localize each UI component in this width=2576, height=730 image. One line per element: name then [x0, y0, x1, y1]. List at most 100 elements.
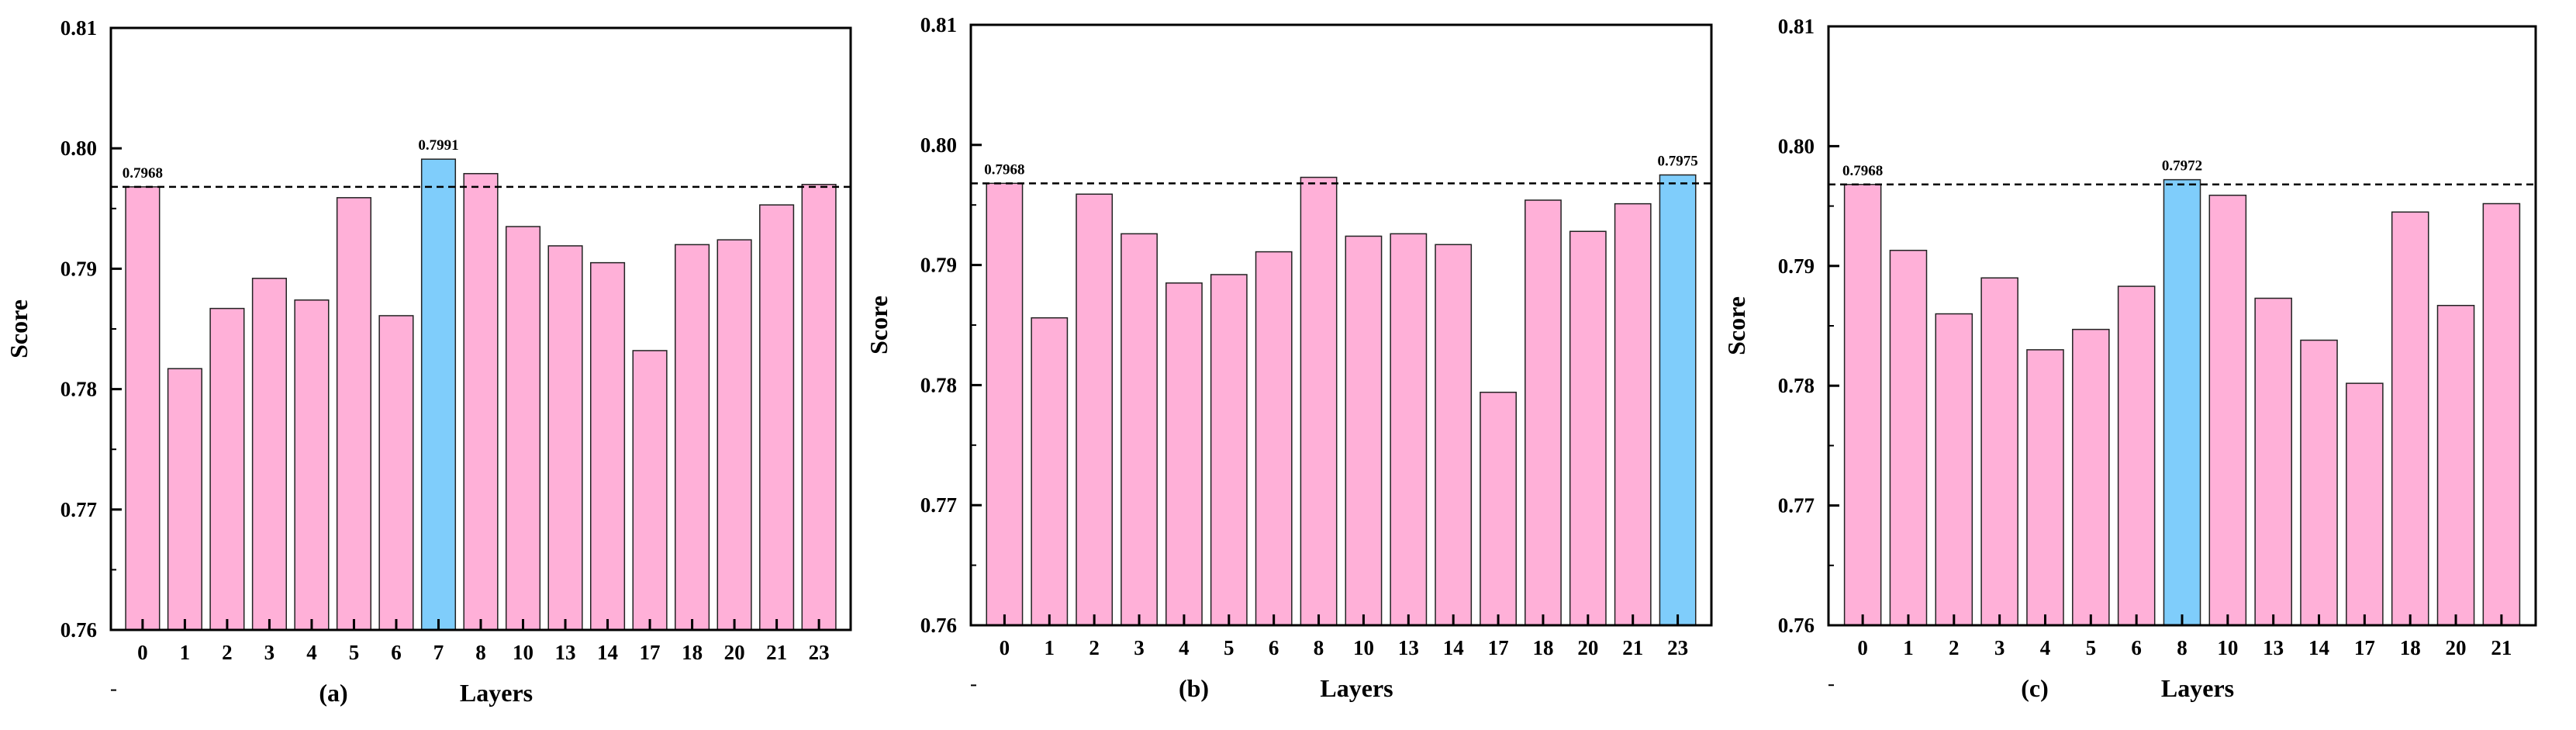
x-tick-label: 0	[1857, 636, 1868, 659]
y-tick-label: 0.78	[60, 378, 97, 401]
x-tick-label: 4	[2040, 636, 2051, 659]
bar	[1569, 230, 1607, 626]
bar	[1614, 202, 1652, 626]
bar	[1300, 176, 1338, 626]
x-tick-label: 4	[1179, 636, 1190, 659]
data-label: 0.7975	[1657, 154, 1697, 170]
bar	[1889, 249, 1928, 626]
y-tick-label: 0.79	[920, 254, 957, 277]
x-tick-label: 14	[1443, 636, 1464, 659]
bar	[675, 244, 710, 631]
x-tick-label: 13	[555, 641, 576, 664]
bar	[125, 186, 161, 631]
x-axis-title: Layers	[460, 679, 533, 707]
bar	[1165, 282, 1203, 626]
data-label: 0.7968	[984, 161, 1024, 178]
bar	[1076, 193, 1114, 626]
bar	[1843, 184, 1882, 626]
bar	[251, 278, 287, 631]
x-tick-label: 21	[2491, 636, 2512, 659]
x-axis-title: Layers	[2161, 674, 2234, 702]
x-axis-title: Layers	[1320, 674, 1393, 702]
bar	[1390, 233, 1428, 626]
y-tick-label: 0.81	[60, 16, 97, 40]
data-label: 0.7991	[418, 137, 458, 154]
x-tick-label: 6	[2131, 636, 2142, 659]
x-tick-label: 6	[1269, 636, 1279, 659]
x-tick-label: 18	[682, 641, 703, 664]
x-tick-label: 1	[1045, 636, 1055, 659]
bar	[1480, 391, 1517, 626]
data-label: 0.7972	[2162, 158, 2202, 175]
bar	[986, 182, 1024, 626]
bar	[2208, 194, 2247, 626]
bar	[336, 197, 372, 631]
x-tick-label: 21	[1622, 636, 1643, 659]
bar	[209, 307, 245, 631]
bar	[1255, 251, 1293, 626]
x-tick-label: 4	[306, 641, 317, 664]
x-tick-label: 20	[2446, 636, 2467, 659]
x-tick-label: 7	[433, 641, 444, 664]
x-tick-label: 18	[2400, 636, 2421, 659]
bar	[2026, 349, 2064, 626]
bar-highlight	[2163, 178, 2201, 626]
y-tick-label: 0.77	[60, 498, 97, 521]
x-tick-label: 3	[264, 641, 275, 664]
y-tick-label: 0.80	[60, 137, 97, 160]
bar	[2254, 297, 2292, 626]
bar	[378, 315, 414, 631]
x-tick-label: 8	[1314, 636, 1324, 659]
x-tick-label: 10	[2217, 636, 2238, 659]
y-tick-label: 0.78	[1778, 374, 1815, 397]
bar	[2072, 328, 2110, 626]
x-tick-label: 5	[349, 641, 360, 664]
x-tick-label: 2	[222, 641, 233, 664]
bar	[2391, 211, 2429, 626]
chart-panel-3: 0.7968 0.7972 0.76 0.77 0.78 0.79 0.80 0.81 0 1 2 3…	[1722, 15, 2537, 702]
y-tick-label: 0.81	[920, 13, 957, 36]
bar	[1980, 277, 2018, 626]
y-tick-label: 0.79	[1778, 254, 1815, 278]
data-label: 0.7968	[123, 165, 163, 182]
x-tick-label: 0	[1000, 636, 1010, 659]
x-tick-label: 21	[766, 641, 787, 664]
y-tick-label: 0.77	[1778, 494, 1815, 517]
bar	[505, 226, 541, 631]
x-tick-label: 2	[1949, 636, 1960, 659]
bar	[2346, 382, 2384, 626]
bar	[1031, 317, 1069, 626]
x-tick-label: 10	[1353, 636, 1374, 659]
panel-label: (c)	[2021, 674, 2049, 702]
x-tick-label: 10	[513, 641, 534, 664]
bar	[2117, 285, 2156, 626]
x-tick-label: 13	[1398, 636, 1419, 659]
x-tick-label: 14	[597, 641, 618, 664]
x-tick-label: 17	[1488, 636, 1509, 659]
x-tick-label: 5	[1224, 636, 1234, 659]
bar	[759, 204, 795, 631]
y-tick-label: 0.79	[60, 257, 97, 280]
bar	[1525, 199, 1562, 626]
bar	[2436, 305, 2475, 626]
panel-label: (a)	[319, 679, 347, 707]
x-tick-label: 18	[1532, 636, 1553, 659]
x-tick-label: 1	[180, 641, 191, 664]
bar	[2482, 202, 2521, 626]
x-tick-label: 0	[137, 641, 148, 664]
y-tick-label: 0.80	[1778, 134, 1815, 157]
bar	[463, 173, 499, 631]
data-label: 0.7968	[1842, 163, 1883, 179]
bar	[589, 261, 626, 631]
bar-highlight	[420, 158, 457, 631]
y-tick-label: 0.80	[920, 133, 957, 157]
bar	[717, 239, 752, 631]
bar	[632, 350, 668, 631]
x-tick-label: 23	[1667, 636, 1688, 659]
y-axis-title: Score	[1722, 296, 1750, 355]
bar	[294, 299, 330, 631]
panel-label: (b)	[1179, 674, 1209, 702]
